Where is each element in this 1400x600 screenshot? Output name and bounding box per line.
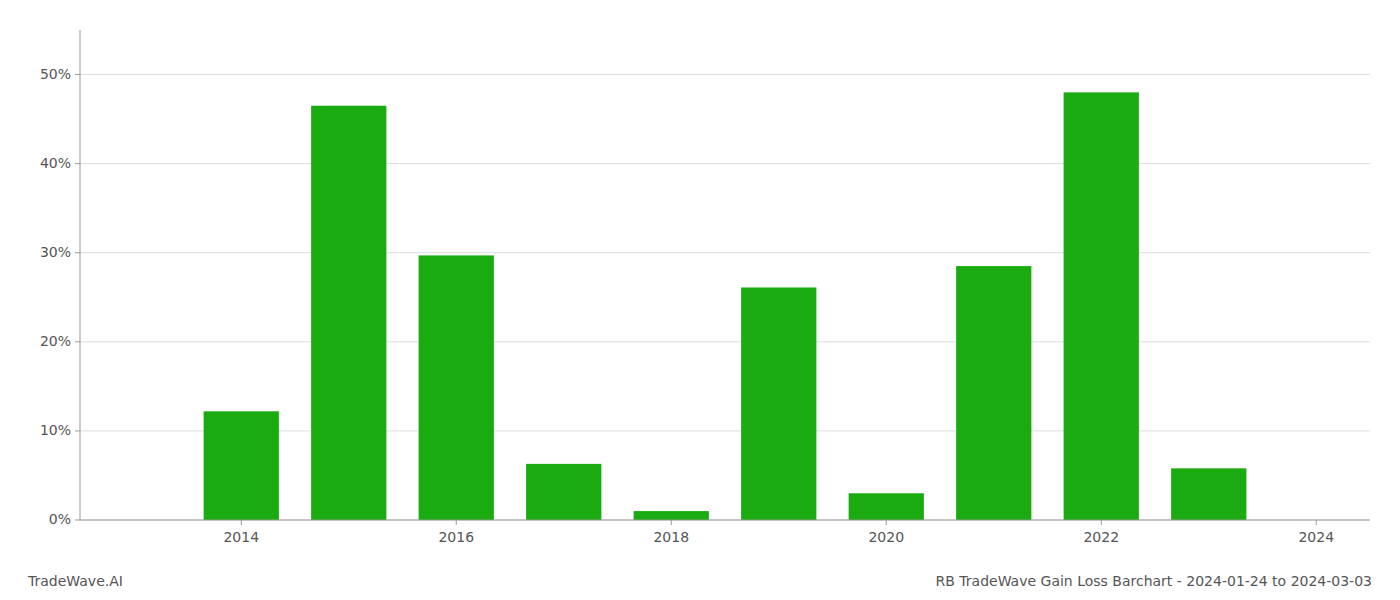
bar xyxy=(311,106,386,520)
grid-line xyxy=(80,341,1370,342)
y-tick xyxy=(75,252,80,253)
x-tick xyxy=(1316,520,1317,525)
x-tick-label: 2018 xyxy=(653,529,689,545)
x-tick xyxy=(456,520,457,525)
y-tick xyxy=(75,341,80,342)
x-tick xyxy=(671,520,672,525)
y-tick xyxy=(75,163,80,164)
grid-line xyxy=(80,252,1370,253)
grid-line xyxy=(80,163,1370,164)
bar xyxy=(204,411,279,520)
x-tick xyxy=(241,520,242,525)
y-axis-line xyxy=(80,30,81,520)
x-tick-label: 2024 xyxy=(1298,529,1334,545)
y-tick xyxy=(75,430,80,431)
bar xyxy=(1064,92,1139,520)
y-tick-label: 0% xyxy=(49,511,71,527)
y-tick-label: 10% xyxy=(40,422,71,438)
grid-line xyxy=(80,520,1370,521)
y-tick xyxy=(75,74,80,75)
bar xyxy=(1171,468,1246,520)
y-tick-label: 40% xyxy=(40,155,71,171)
x-tick-label: 2016 xyxy=(438,529,474,545)
bar xyxy=(419,255,494,520)
x-tick-label: 2022 xyxy=(1083,529,1119,545)
y-tick-label: 50% xyxy=(40,66,71,82)
x-tick-label: 2020 xyxy=(868,529,904,545)
bar xyxy=(956,266,1031,520)
bar xyxy=(634,511,709,520)
x-axis-line xyxy=(80,520,1370,521)
y-tick-label: 20% xyxy=(40,333,71,349)
bar xyxy=(526,464,601,520)
x-tick xyxy=(1101,520,1102,525)
bar xyxy=(741,287,816,520)
y-tick-label: 30% xyxy=(40,244,71,260)
x-tick xyxy=(886,520,887,525)
grid-line xyxy=(80,74,1370,75)
x-tick-label: 2014 xyxy=(223,529,259,545)
y-tick xyxy=(75,520,80,521)
chart: 0% 10% 20% 30% 40% 50% 2014 2016 2018 2020 2022 202… xyxy=(0,0,1400,600)
bars xyxy=(204,92,1247,520)
title: RB TradeWave Gain Loss Barchart - 2024-0… xyxy=(936,573,1372,589)
bar xyxy=(849,493,924,520)
watermark: TradeWave.AI xyxy=(27,573,123,589)
